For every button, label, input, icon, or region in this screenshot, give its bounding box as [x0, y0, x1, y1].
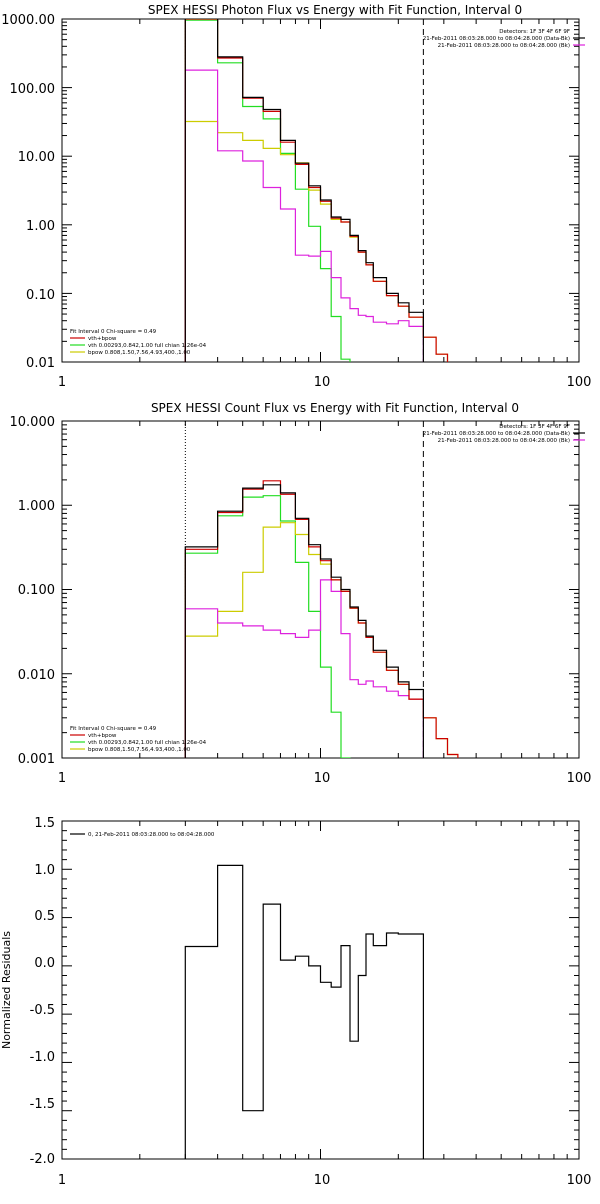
chart-title: SPEX HESSI Photon Flux vs Energy with Fi… — [148, 3, 522, 17]
legend-entry: Fit Interval 0 Chi-square = 0.49 — [70, 329, 157, 335]
x-tick-label: 1 — [58, 375, 66, 390]
y-tick-label: -1.0 — [30, 1050, 55, 1065]
y-axis-label: Normalized Residuals — [0, 931, 13, 1049]
x-tick-labels: 1 10 100 — [58, 1173, 592, 1188]
y-ticks — [62, 18, 579, 363]
x-tick-label: 10 — [314, 1173, 331, 1188]
bpow-series — [184, 522, 459, 758]
y-tick-label: -0.5 — [30, 1003, 55, 1018]
x-ticks — [61, 421, 580, 758]
legend: Fit Interval 0 Chi-square = 0.49 vth+bpo… — [70, 726, 207, 753]
residuals-panel: Normalized Residuals 1.5 1.0 0.5 0.0 -0.… — [0, 816, 591, 1188]
x-tick-labels: 1 10 100 — [58, 375, 592, 390]
data-series — [184, 484, 424, 758]
y-tick-label: -2.0 — [30, 1152, 55, 1167]
x-tick-label: 100 — [567, 1173, 592, 1188]
x-tick-label: 1 — [58, 771, 66, 786]
y-tick-label: 0.01 — [26, 356, 55, 371]
series-group — [184, 480, 459, 758]
y-tick-label: 1.000 — [18, 499, 55, 514]
residual-series — [184, 864, 424, 1159]
x-tick-label: 100 — [567, 375, 592, 390]
y-tick-label: 1.5 — [34, 816, 55, 831]
bpow-series — [184, 120, 449, 362]
detector-info: Detectors: 1F 3F 4F 6F 9F 21-Feb-2011 08… — [423, 29, 570, 49]
count-flux-panel: SPEX HESSI Count Flux vs Energy with Fit… — [10, 401, 592, 786]
info-line: 21-Feb-2011 08:03:28.000 to 08:04:28.000… — [423, 431, 570, 437]
y-tick-label: 10.00 — [18, 150, 55, 165]
y-tick-label: 1.0 — [34, 863, 55, 878]
x-ticks — [61, 19, 580, 362]
x-tick-label: 100 — [567, 771, 592, 786]
info-line: 21-Feb-2011 08:03:28.000 to 08:04:28.000… — [438, 43, 570, 49]
y-tick-label: -1.5 — [30, 1097, 55, 1112]
y-tick-label: 1000.00 — [1, 13, 55, 28]
legend-entry: vth 0.00293,0.842,1.00 full chian 1.26e-… — [88, 343, 207, 349]
x-tick-label: 10 — [314, 375, 331, 390]
y-tick-label: 1.00 — [26, 219, 55, 234]
y-tick-label: 100.00 — [10, 82, 56, 97]
info-line: Detectors: 1F 3F 4F 6F 9F — [499, 29, 570, 35]
vth-series — [184, 19, 351, 362]
photon-flux-panel: SPEX HESSI Photon Flux vs Energy with Fi… — [1, 3, 592, 390]
info-line: 21-Feb-2011 08:03:28.000 to 08:04:28.000… — [423, 36, 570, 42]
info-line: Detectors: 1F 3F 4F 6F 9F — [499, 424, 570, 430]
y-tick-label: 0.100 — [18, 583, 55, 598]
y-tick-label: 0.001 — [18, 752, 55, 767]
legend-entry: vth+bpow — [88, 733, 117, 739]
y-tick-label: 0.10 — [26, 288, 55, 303]
chart-title: SPEX HESSI Count Flux vs Energy with Fit… — [151, 401, 519, 415]
background-series — [184, 69, 424, 362]
data-series — [184, 19, 424, 362]
detector-info: Detectors: 1F 3F 4F 6F 9F 21-Feb-2011 08… — [423, 424, 570, 444]
y-tick-label: 0.5 — [34, 909, 55, 924]
x-tick-labels: 1 10 100 — [58, 771, 592, 786]
legend-entry: 0, 21-Feb-2011 08:03:28.000 to 08:04:28.… — [88, 832, 215, 838]
y-tick-labels: 1.5 1.0 0.5 0.0 -0.5 -1.0 -1.5 -2.0 — [30, 816, 55, 1167]
y-tick-labels: 1000.00 100.00 10.00 1.00 0.10 0.01 — [1, 13, 55, 371]
y-ticks — [62, 820, 579, 1160]
legend: Fit Interval 0 Chi-square = 0.49 vth+bpo… — [70, 329, 207, 356]
legend-entry: Fit Interval 0 Chi-square = 0.49 — [70, 726, 157, 732]
total-fit-series — [184, 480, 459, 758]
legend-entry: bpow 0.808,1.50,7.56,4.93,400.,1.00 — [88, 350, 191, 356]
legend-entry: bpow 0.808,1.50,7.56,4.93,400.,1.00 — [88, 747, 191, 753]
vth-series — [184, 495, 351, 758]
y-tick-labels: 10.000 1.000 0.100 0.010 0.001 — [10, 415, 56, 767]
series-group — [184, 19, 449, 362]
y-tick-label: 10.000 — [10, 415, 56, 430]
x-tick-label: 1 — [58, 1173, 66, 1188]
x-tick-label: 10 — [314, 771, 331, 786]
background-series — [184, 579, 424, 758]
y-ticks — [62, 420, 579, 759]
y-tick-label: 0.0 — [34, 956, 55, 971]
legend: 0, 21-Feb-2011 08:03:28.000 to 08:04:28.… — [88, 832, 215, 838]
y-tick-label: 0.010 — [18, 668, 55, 683]
plot-frame — [61, 820, 580, 1160]
info-line: 21-Feb-2011 08:03:28.000 to 08:04:28.000… — [438, 438, 570, 444]
legend-entry: vth 0.00293,0.842,1.00 full chian 1.26e-… — [88, 740, 207, 746]
legend-entry: vth+bpow — [88, 336, 117, 342]
x-ticks — [61, 821, 580, 1159]
series-group — [184, 864, 424, 1159]
total-fit-series — [184, 19, 449, 362]
